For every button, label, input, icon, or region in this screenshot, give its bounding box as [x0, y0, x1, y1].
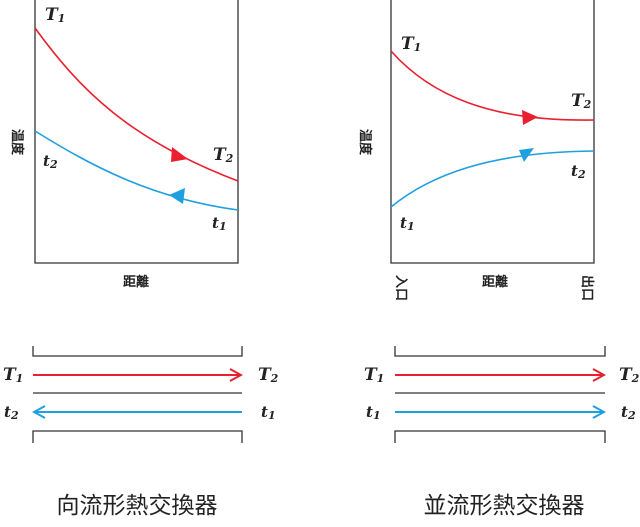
counterflow-xlabel-distance: 距離 [123, 274, 149, 290]
parallelflow-top-bracket [394, 346, 606, 357]
counterflow-hot-arrowhead [171, 147, 188, 162]
parallelflow-flow-label-T1: T1 [364, 365, 384, 385]
counterflow-flow-label-T2: T2 [258, 365, 279, 385]
parallelflow-cold-curve [390, 150, 595, 208]
counterflow-graph-frame [34, 0, 239, 264]
parallelflow-hot-curve [390, 50, 595, 121]
parallelflow-ylabel-temperature: 温度 [357, 129, 373, 156]
parallelflow-label-t1: t1 [400, 214, 415, 233]
parallelflow-flow-label-t2: t2 [621, 403, 636, 422]
counterflow-label-T2: T2 [213, 145, 234, 165]
counterflow-hot-curve [34, 27, 239, 182]
parallelflow-flow-label-T2: T2 [619, 365, 640, 385]
parallelflow-hot-arrowhead [522, 110, 538, 125]
counterflow-ylabel-temperature: 温度 [9, 129, 25, 156]
parallelflow-caption: 並流形熱交換器 [424, 493, 585, 519]
parallelflow-label-T2: T2 [571, 91, 592, 111]
counterflow-cold-curve [34, 130, 239, 211]
counterflow-flow-label-T1: T1 [3, 365, 23, 385]
counterflow-bottom-bracket [32, 430, 243, 443]
counterflow-schematic: T1 T2 t2 t1 [3, 346, 279, 443]
parallelflow-graph: 温度 距離 入口 出口 T1 T2 t2 t1 [357, 0, 595, 301]
counterflow-caption: 向流形熱交換器 [57, 493, 218, 519]
counterflow-top-bracket [32, 346, 243, 357]
counterflow-flow-label-t2: t2 [4, 403, 19, 422]
counterflow-label-t1: t1 [212, 214, 227, 233]
counterflow-cold-arrowhead [169, 188, 185, 204]
parallelflow-label-t2: t2 [571, 162, 586, 181]
counterflow-label-t2: t2 [43, 152, 58, 171]
parallelflow-xlabel-outlet: 出口 [579, 275, 595, 301]
parallelflow-xlabel-distance: 距離 [482, 274, 508, 290]
parallelflow-label-T1: T1 [401, 34, 421, 54]
parallelflow-cold-arrowhead [519, 148, 534, 162]
parallelflow-schematic: T1 T2 t1 t2 [364, 346, 640, 443]
counterflow-graph: 温度 距離 T1 T2 t2 t1 [9, 0, 239, 290]
parallelflow-xlabel-inlet: 入口 [393, 275, 408, 301]
parallelflow-bottom-bracket [394, 430, 606, 443]
parallelflow-flow-label-t1: t1 [366, 403, 381, 422]
counterflow-label-T1: T1 [45, 5, 65, 25]
parallelflow-graph-frame [390, 0, 595, 264]
counterflow-flow-label-t1: t1 [261, 403, 276, 422]
